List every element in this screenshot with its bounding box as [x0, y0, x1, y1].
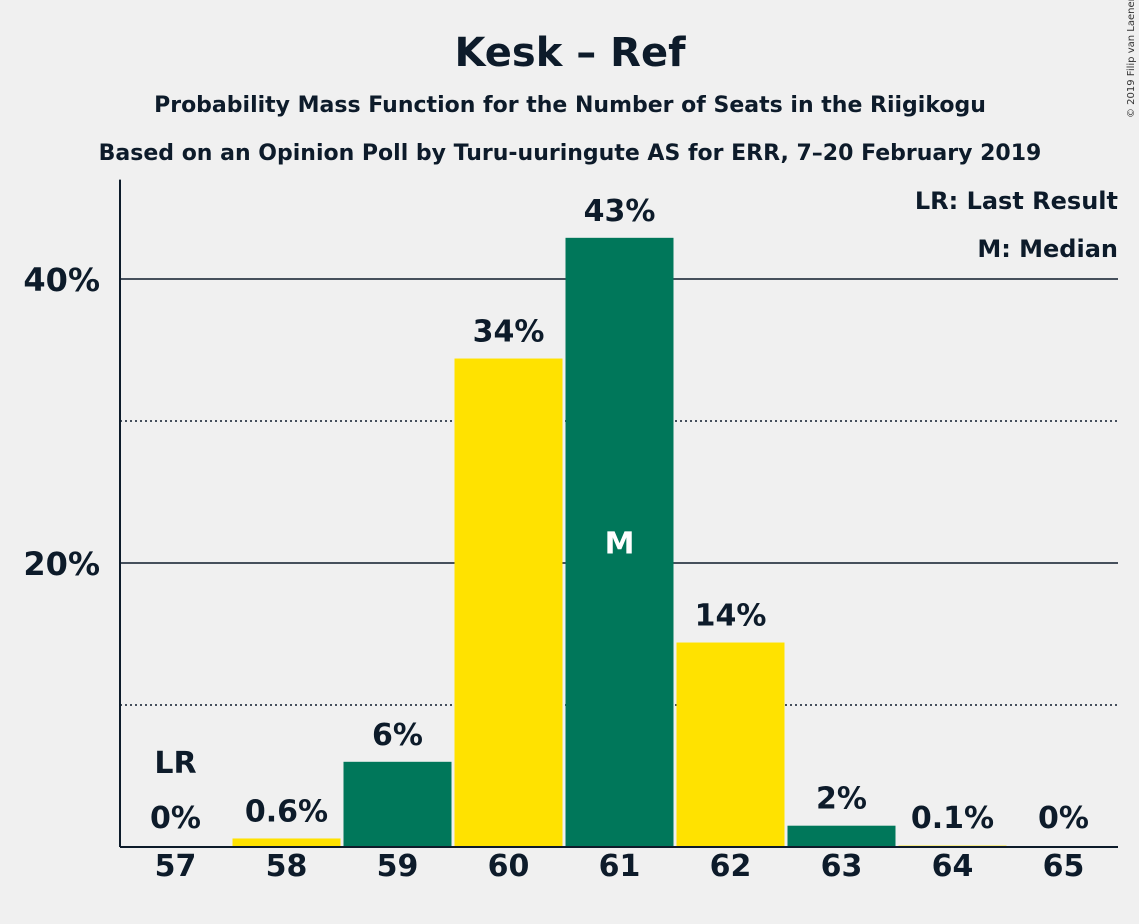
data-label: 0%	[1038, 801, 1089, 836]
x-tick-label: 63	[821, 849, 863, 884]
bar	[454, 358, 563, 847]
data-label: 34%	[473, 315, 545, 350]
bar	[565, 237, 674, 847]
y-tick-label: 20%	[23, 545, 100, 583]
x-tick-label: 59	[377, 849, 419, 884]
median-marker: M	[605, 526, 635, 561]
bar	[232, 838, 341, 847]
copyright-text: © 2019 Filip van Laenen	[1126, 0, 1137, 118]
y-tick-label: 40%	[23, 261, 100, 299]
last-result-marker: LR	[154, 746, 196, 781]
data-label: 43%	[584, 194, 656, 229]
data-label: 14%	[695, 599, 767, 634]
data-label: 6%	[372, 718, 423, 753]
x-tick-label: 60	[488, 849, 530, 884]
x-tick-label: 57	[155, 849, 197, 884]
x-tick-label: 65	[1043, 849, 1085, 884]
axes	[119, 179, 1118, 848]
bar	[787, 825, 896, 847]
data-label: 0.6%	[245, 794, 328, 829]
labels: 20% 40% 57 0% LR 58 0.6% 59 6% 60 34% 61 43% M 62 14% 63…	[23, 194, 1089, 884]
bar	[343, 761, 452, 847]
x-tick-label: 64	[932, 849, 974, 884]
bar	[676, 642, 785, 847]
chart-title: Kesk – Ref	[454, 30, 686, 76]
x-tick-label: 62	[710, 849, 752, 884]
chart-subtitle-1: Probability Mass Function for the Number…	[154, 93, 986, 118]
x-tick-label: 61	[599, 849, 641, 884]
x-tick-label: 58	[266, 849, 308, 884]
legend-last-result: LR: Last Result	[915, 187, 1118, 215]
data-label: 0.1%	[911, 801, 994, 836]
data-label: 2%	[816, 782, 867, 817]
data-label: 0%	[150, 801, 201, 836]
bars	[232, 237, 1007, 847]
chart-subtitle-2: Based on an Opinion Poll by Turu-uuringu…	[99, 141, 1042, 166]
legend-median: M: Median	[977, 235, 1118, 263]
